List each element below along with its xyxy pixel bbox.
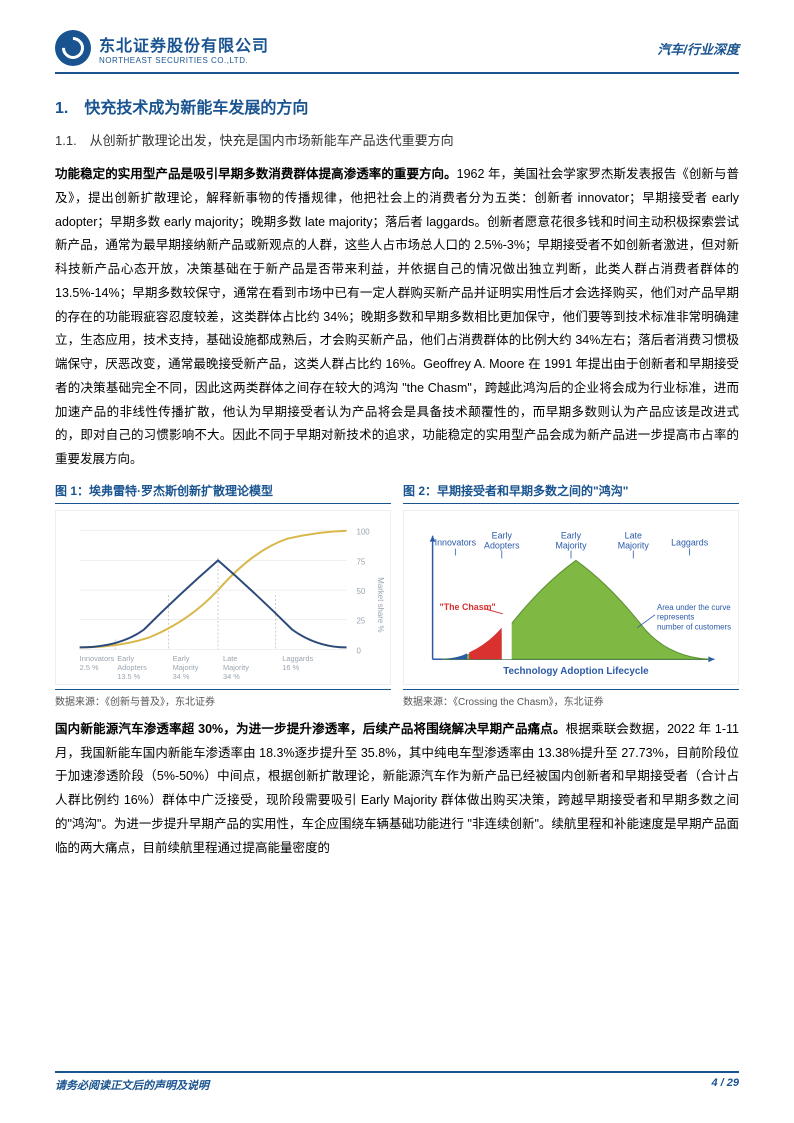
svg-text:Early: Early (117, 654, 134, 663)
svg-text:Area under the curve: Area under the curve (657, 603, 731, 612)
svg-text:"The Chasm": "The Chasm" (440, 602, 496, 612)
paragraph-1: 功能稳定的实用型产品是吸引早期多数消费群体提高渗透率的重要方向。1962 年，美… (55, 163, 739, 472)
svg-text:Adopters: Adopters (117, 663, 147, 672)
svg-text:Technology Adoption Lifecycle: Technology Adoption Lifecycle (503, 666, 649, 677)
svg-text:Majority: Majority (555, 540, 587, 550)
svg-text:Market share %: Market share % (376, 577, 385, 632)
svg-text:34 %: 34 % (173, 672, 190, 681)
para2-body: 根据乘联会数据，2022 年 1-11 月，我国新能车国内新能车渗透率由 18.… (55, 722, 739, 855)
svg-text:50: 50 (356, 587, 365, 596)
company-name-en: NORTHEAST SECURITIES CO.,LTD. (99, 56, 269, 65)
svg-text:number of customers: number of customers (657, 622, 731, 631)
footer-note: 请务必阅读正文后的声明及说明 (55, 1077, 209, 1093)
svg-text:100: 100 (356, 527, 370, 536)
svg-text:Late: Late (223, 654, 237, 663)
section-heading-1: 1. 快充技术成为新能车发展的方向 (55, 94, 739, 118)
footer-page: 4 / 29 (711, 1077, 739, 1093)
company-name-cn: 东北证券股份有限公司 (99, 32, 269, 56)
figure-1-chart: 100 75 50 25 0 Market share % Innovators… (55, 510, 391, 685)
page-header: 东北证券股份有限公司 NORTHEAST SECURITIES CO.,LTD.… (55, 30, 739, 74)
para2-lead: 国内新能源汽车渗透率超 30%，为进一步提升渗透率，后续产品将围绕解决早期产品痛… (55, 722, 566, 736)
svg-text:Laggards: Laggards (282, 654, 313, 663)
svg-text:25: 25 (356, 616, 365, 625)
svg-text:Majority: Majority (618, 540, 650, 550)
figure-2-title: 图 2：早期接受者和早期多数之间的"鸿沟" (403, 482, 739, 504)
figure-2-source: 数据来源：《Crossing the Chasm》，东北证券 (403, 689, 739, 708)
svg-text:16 %: 16 % (282, 663, 299, 672)
svg-text:Laggards: Laggards (671, 537, 709, 547)
figure-1-source: 数据来源：《创新与普及》，东北证券 (55, 689, 391, 708)
svg-text:Early: Early (561, 530, 582, 540)
svg-text:13.5 %: 13.5 % (117, 672, 140, 681)
svg-text:Majority: Majority (223, 663, 249, 672)
svg-text:34 %: 34 % (223, 672, 240, 681)
figure-2: 图 2：早期接受者和早期多数之间的"鸿沟" Innovators (403, 482, 739, 708)
header-category: 汽车/行业深度 (657, 39, 739, 58)
svg-text:2.5 %: 2.5 % (80, 663, 99, 672)
section-heading-2: 1.1. 从创新扩散理论出发，快充是国内市场新能车产品迭代重要方向 (55, 130, 739, 149)
logo-block: 东北证券股份有限公司 NORTHEAST SECURITIES CO.,LTD. (55, 30, 269, 66)
paragraph-2: 国内新能源汽车渗透率超 30%，为进一步提升渗透率，后续产品将围绕解决早期产品痛… (55, 718, 739, 861)
svg-text:Early: Early (173, 654, 190, 663)
svg-text:0: 0 (356, 646, 361, 655)
para1-lead: 功能稳定的实用型产品是吸引早期多数消费群体提高渗透率的重要方向。 (55, 167, 457, 181)
figure-1-title: 图 1：埃弗雷特·罗杰斯创新扩散理论模型 (55, 482, 391, 504)
svg-text:Innovators: Innovators (435, 537, 477, 547)
page-footer: 请务必阅读正文后的声明及说明 4 / 29 (55, 1071, 739, 1093)
figure-1: 图 1：埃弗雷特·罗杰斯创新扩散理论模型 (55, 482, 391, 708)
svg-text:represents: represents (657, 612, 694, 621)
logo-text: 东北证券股份有限公司 NORTHEAST SECURITIES CO.,LTD. (99, 32, 269, 65)
figure-2-chart: Innovators EarlyAdopters EarlyMajority L… (403, 510, 739, 685)
figures-row: 图 1：埃弗雷特·罗杰斯创新扩散理论模型 (55, 482, 739, 708)
svg-text:Innovators: Innovators (80, 654, 115, 663)
logo-icon (55, 30, 91, 66)
svg-text:75: 75 (356, 557, 365, 566)
svg-text:Adopters: Adopters (484, 540, 520, 550)
svg-text:Majority: Majority (173, 663, 199, 672)
para1-body: 1962 年，美国社会学家罗杰斯发表报告《创新与普及》，提出创新扩散理论，解释新… (55, 167, 739, 466)
svg-text:Early: Early (492, 530, 513, 540)
svg-text:Late: Late (625, 530, 642, 540)
